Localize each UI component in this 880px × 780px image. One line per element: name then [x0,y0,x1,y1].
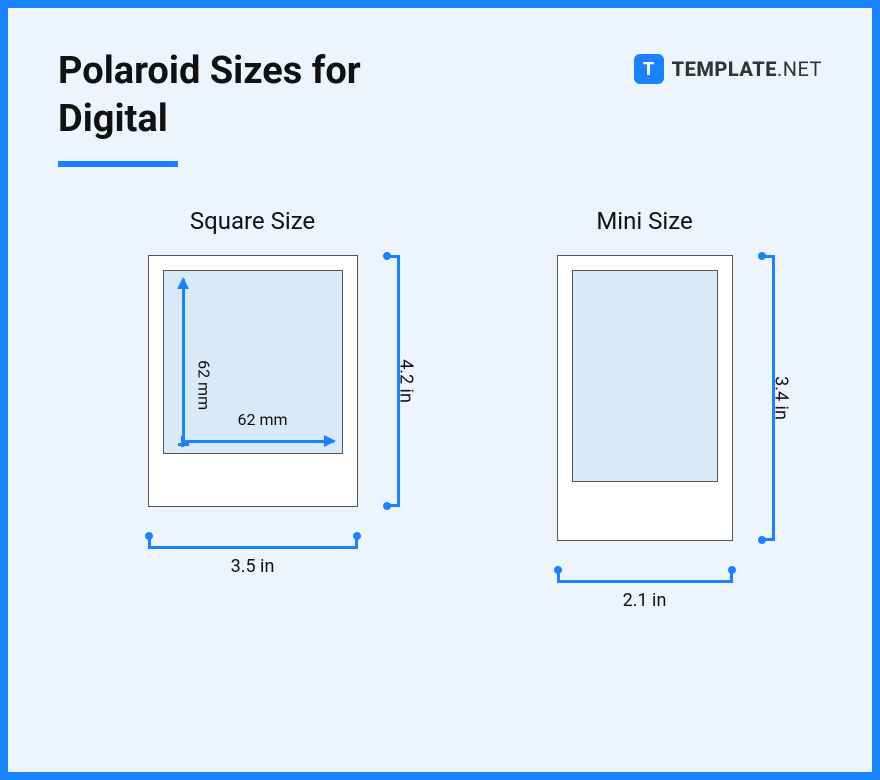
title-block: Polaroid Sizes for Digital [58,48,458,167]
brand-icon: T [634,54,664,84]
brand: T TEMPLATE.NET [634,54,822,84]
square-polaroid-wrap: 62 mm 62 mm 4.2 in 3.5 in [148,255,358,507]
mini-label: Mini Size [596,207,692,235]
title-underline [58,161,178,167]
square-polaroid: 62 mm 62 mm [148,255,358,507]
square-label: Square Size [190,207,315,235]
infographic-frame: Polaroid Sizes for Digital T TEMPLATE.NE… [0,0,880,780]
square-width-label: 3.5 in [231,556,275,577]
mini-size-block: Mini Size 3.4 in 2.1 in [557,207,733,541]
mini-polaroid-inner [572,270,718,482]
brand-tld: .NET [777,57,822,81]
inner-height-label: 62 mm [194,360,213,410]
page-title: Polaroid Sizes for Digital [58,48,458,143]
mini-polaroid-wrap: 3.4 in 2.1 in [557,255,733,541]
square-size-block: Square Size 62 mm 62 mm 4.2 in [148,207,358,541]
mini-width-label: 2.1 in [623,590,667,611]
header-row: Polaroid Sizes for Digital T TEMPLATE.NE… [58,48,822,167]
content-row: Square Size 62 mm 62 mm 4.2 in [58,207,822,541]
mini-width-bracket [557,580,733,583]
inner-width-label: 62 mm [237,410,287,429]
square-height-label: 4.2 in [395,359,416,403]
mini-polaroid [557,255,733,541]
square-width-bracket [148,546,358,549]
inner-height-arrow [182,279,185,445]
mini-height-label: 3.4 in [770,376,791,420]
square-polaroid-inner: 62 mm 62 mm [163,270,343,454]
brand-text: TEMPLATE.NET [672,57,822,81]
brand-name: TEMPLATE [672,57,777,81]
inner-width-arrow [182,440,334,443]
